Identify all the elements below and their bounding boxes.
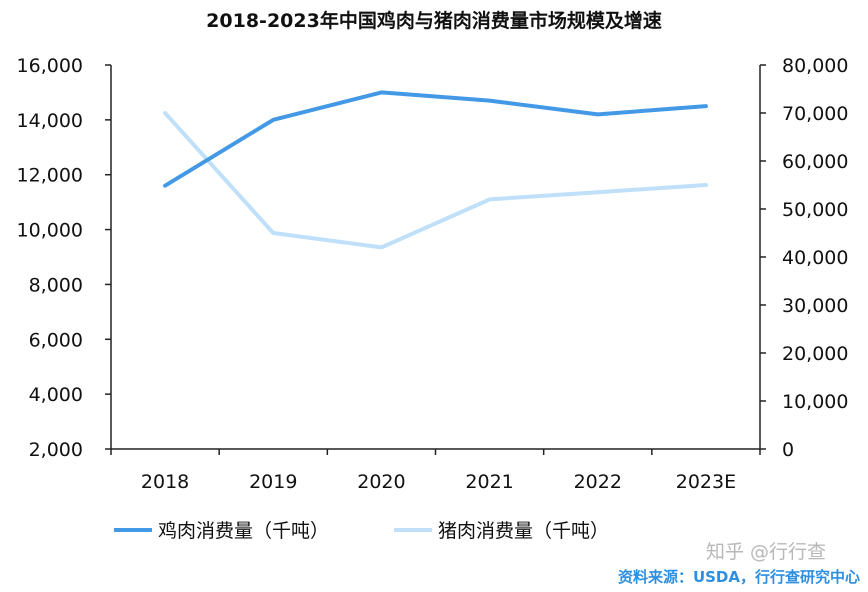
legend-label-pork: 猪肉消费量（千吨） (438, 520, 609, 542)
series-line-chicken (163, 90, 708, 188)
right-tick-label: 20,000 (782, 343, 848, 365)
left-tick-label: 2,000 (29, 439, 83, 461)
x-tick-label: 2018 (141, 471, 189, 493)
right-tick-label: 10,000 (782, 391, 848, 413)
right-tick-label: 50,000 (782, 199, 848, 221)
right-tick-label: 60,000 (782, 151, 848, 173)
right-tick-label: 70,000 (782, 103, 848, 125)
chart-title: 2018-2023年中国鸡肉与猪肉消费量市场规模及增速 (206, 9, 662, 32)
source-note: 资料来源：USDA，行行查研究中心 (618, 568, 860, 586)
x-tick-label: 2022 (574, 471, 622, 493)
left-tick-label: 14,000 (17, 110, 83, 132)
series-lines (163, 90, 708, 250)
watermark: 知乎 @行行查 (706, 541, 826, 563)
right-tick-label: 80,000 (782, 55, 848, 77)
left-tick-label: 6,000 (29, 329, 83, 351)
axes: 16,000 14,000 12,000 10,000 8,000 6,000 4,000 2… (17, 55, 849, 493)
left-tick-label: 8,000 (29, 274, 83, 296)
legend-label-chicken: 鸡肉消费量（千吨） (158, 520, 329, 542)
x-tick-label: 2020 (357, 471, 405, 493)
legend: 鸡肉消费量（千吨） 猪肉消费量（千吨） (114, 520, 609, 542)
left-tick-label: 12,000 (17, 165, 83, 187)
left-tick-label: 10,000 (17, 220, 83, 242)
right-tick-label: 0 (782, 439, 794, 461)
x-tick-label: 2021 (465, 471, 513, 493)
series-line-pork (163, 111, 708, 250)
left-tick-label: 4,000 (29, 384, 83, 406)
x-tick-label: 2023E (676, 471, 736, 493)
right-tick-label: 40,000 (782, 247, 848, 269)
right-tick-label: 30,000 (782, 295, 848, 317)
left-tick-label: 16,000 (17, 55, 83, 77)
x-tick-label: 2019 (249, 471, 297, 493)
